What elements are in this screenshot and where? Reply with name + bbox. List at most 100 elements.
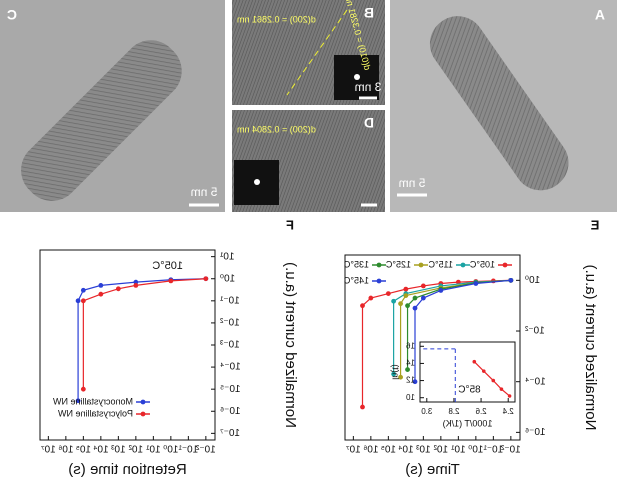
data-point <box>80 386 86 392</box>
y-tick-label: 10⁻⁵ <box>220 384 241 395</box>
legend-label: 105°C <box>469 259 495 269</box>
x-tick-label: 10⁴ <box>93 445 108 456</box>
y-axis-label: Normalized current (a.u.) <box>282 262 299 428</box>
reference-label: 85°C <box>458 385 480 396</box>
y-tick-label: 10⁻² <box>219 318 239 329</box>
legend-marker <box>376 278 382 284</box>
panel-label: E <box>590 217 599 232</box>
data-point <box>403 293 409 298</box>
legend-marker <box>502 262 508 268</box>
data-point <box>203 276 209 282</box>
legend-label: Monocrystalline NW <box>52 396 133 406</box>
data-point <box>403 286 409 292</box>
x-tick-label: 2.6 <box>475 407 487 416</box>
data-point <box>438 288 444 293</box>
x-tick-label: 10³ <box>415 445 430 456</box>
data-point <box>412 295 418 301</box>
data-point <box>420 283 426 289</box>
x-tick-label: 10³ <box>110 445 125 456</box>
data-point <box>368 295 374 301</box>
legend-marker <box>376 262 382 268</box>
x-axis-label: 1000/T (1/K) <box>443 418 493 428</box>
y-tick-label: 10⁻⁶ <box>525 427 546 438</box>
x-tick-label: 10⁰ <box>468 445 483 456</box>
y-tick-label: 16 <box>406 341 415 350</box>
y-tick-label: 10⁻¹ <box>219 295 239 306</box>
data-point <box>80 298 86 304</box>
y-tick-label: 10⁰ <box>220 273 235 284</box>
data-point <box>499 387 504 391</box>
x-tick-label: 2.8 <box>448 407 460 416</box>
legend-label: 135°C <box>343 259 369 269</box>
data-point <box>473 281 479 286</box>
data-point <box>398 374 403 380</box>
y-tick-label: 10⁰ <box>525 275 540 286</box>
x-axis-label: Time (s) <box>405 461 459 478</box>
data-point <box>405 367 410 373</box>
data-point <box>98 282 104 288</box>
data-point <box>115 286 121 292</box>
data-point <box>391 298 397 304</box>
y-tick-label: 10 <box>406 393 415 402</box>
data-point <box>420 295 426 301</box>
x-tick-label: 10⁴ <box>398 445 413 456</box>
panel-label: A <box>595 7 605 23</box>
legend-marker <box>418 262 424 268</box>
panel-label: B <box>364 5 374 21</box>
plot-frame <box>39 249 216 441</box>
scale-label: 5 nm <box>399 176 426 190</box>
y-tick-label: 10¹ <box>219 251 234 262</box>
x-tick-label: 10⁻¹ <box>483 445 503 456</box>
legend-marker <box>460 262 466 268</box>
legend-marker <box>140 399 146 405</box>
data-point <box>75 298 81 304</box>
fft-spot <box>254 179 260 185</box>
legend-label: 145°C <box>343 275 369 285</box>
legend-label: 115°C <box>428 259 453 269</box>
nanowire <box>429 16 569 191</box>
data-point <box>133 282 139 288</box>
x-tick-label: 10⁷ <box>346 445 361 456</box>
plot-frame <box>419 341 516 403</box>
x-tick-label: 10⁶ <box>363 445 378 456</box>
x-tick-label: 10⁷ <box>41 445 56 456</box>
d-spacing: d(200) = 0.2804 nm <box>237 124 316 134</box>
y-tick-label: 10⁻⁴ <box>525 376 546 387</box>
panel-label: F <box>286 217 294 232</box>
data-point <box>98 291 104 297</box>
y-tick-label: 10⁻³ <box>219 340 239 351</box>
data-point <box>75 398 81 404</box>
y-tick-label: 10⁻⁷ <box>220 428 240 439</box>
data-point <box>508 277 514 283</box>
charts: 10⁻²10⁻¹10⁰10¹10²10³10⁴10⁵10⁶10⁷10⁰10⁻²1… <box>39 217 599 478</box>
x-tick-label: 10⁵ <box>381 445 396 456</box>
panel-label: D <box>364 115 374 131</box>
y-tick-label: 10⁻² <box>524 326 544 337</box>
d-spacing: d(200) = 0.2861 nm <box>237 14 316 24</box>
legend-label: Polycrystalline NW <box>57 408 133 418</box>
data-point <box>360 303 365 309</box>
x-tick-label: 10¹ <box>450 445 465 456</box>
data-point <box>385 291 391 296</box>
y-axis-label: Normalized current (a.u.) <box>582 265 599 431</box>
y-tick-label: 10⁻⁴ <box>220 362 241 373</box>
x-tick-label: 2.4 <box>502 407 514 416</box>
x-axis-label: Retention time (s) <box>68 461 186 478</box>
fft-spot <box>354 74 360 80</box>
data-point <box>405 303 410 309</box>
data-point <box>80 287 86 293</box>
data-point <box>491 378 496 383</box>
x-tick-label: 10² <box>128 445 143 456</box>
y-tick-label: 10⁻⁶ <box>220 406 241 417</box>
data-point <box>360 404 365 410</box>
data-point <box>398 301 403 307</box>
x-tick-label: 10⁻² <box>195 445 215 456</box>
x-tick-label: 10⁶ <box>58 445 73 456</box>
data-point <box>481 369 486 373</box>
x-tick-label: 3.0 <box>421 407 433 416</box>
y-tick-label: 12 <box>406 376 415 385</box>
boundary <box>286 9 348 96</box>
